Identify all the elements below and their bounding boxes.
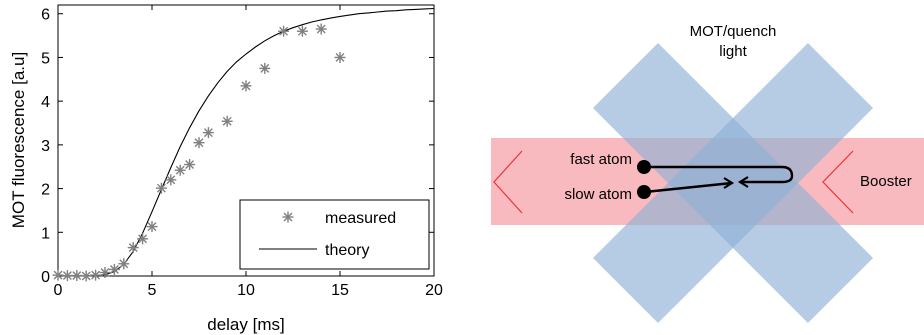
data-point [259,62,271,74]
x-axis-label: delay [ms] [207,315,284,334]
y-tick-label: 3 [41,138,50,155]
y-tick-label: 4 [41,94,50,111]
legend-marker-measured [282,211,294,223]
y-tick-label: 2 [41,182,50,199]
data-point [334,51,346,63]
data-point [221,115,233,127]
legend: measured theory [239,199,430,270]
data-point [296,25,308,37]
arrowhead-icon [737,176,749,188]
left-chevron-icon [493,150,523,214]
slow-atom-label: slow atom [564,186,632,203]
booster-label: Booster [860,173,912,190]
y-tick-label: 5 [41,50,50,67]
data-point [193,137,205,149]
data-point [240,80,252,92]
x-tick-label: 5 [148,282,157,299]
data-point [278,25,290,37]
y-tick-label: 1 [41,225,50,242]
legend-label-theory: theory [325,242,369,259]
fast-atom-label: fast atom [570,151,632,168]
data-point [61,270,73,282]
data-point [137,233,149,245]
arrowhead-icon [723,177,735,189]
axis-tick-labels: 0 5 10 15 20 0 1 2 3 4 5 6 [41,7,443,299]
data-point [80,270,92,282]
legend-box [239,199,430,270]
measured-markers [52,23,346,282]
data-point [108,263,120,275]
x-tick-label: 15 [331,282,349,299]
slow-atom-icon [637,185,651,199]
data-point [99,267,111,279]
data-point [71,270,83,282]
data-point [118,258,130,270]
y-tick-label: 6 [41,7,50,24]
data-point [165,174,177,186]
x-tick-label: 20 [425,282,443,299]
data-point [315,23,327,35]
data-point [146,221,158,233]
data-point [184,159,196,171]
mot-title-line2: light [719,43,747,60]
data-point [155,182,167,194]
x-tick-label: 0 [54,282,63,299]
data-point [202,127,214,139]
y-tick-label: 0 [41,269,50,286]
legend-asterisk-icon [282,211,294,223]
mot-title-line1: MOT/quench [690,23,777,40]
fast-atom-icon [637,160,651,174]
data-point [52,269,64,281]
fluorescence-chart: 0 5 10 15 20 0 1 2 3 4 5 6 delay [ms] MOT fluoresce… [9,4,443,334]
setup-diagram: MOT/quench light fast atom slow atom Boo… [491,23,924,324]
fast-atom-trajectory [645,165,794,184]
data-point [174,164,186,176]
y-axis-label: MOT fluorescence [a.u] [9,52,28,228]
legend-label-measured: measured [325,210,396,227]
x-tick-label: 10 [237,282,255,299]
right-chevron-icon [822,150,854,214]
slow-atom-trajectory [644,181,733,194]
data-point [127,242,139,254]
data-point [90,269,102,281]
